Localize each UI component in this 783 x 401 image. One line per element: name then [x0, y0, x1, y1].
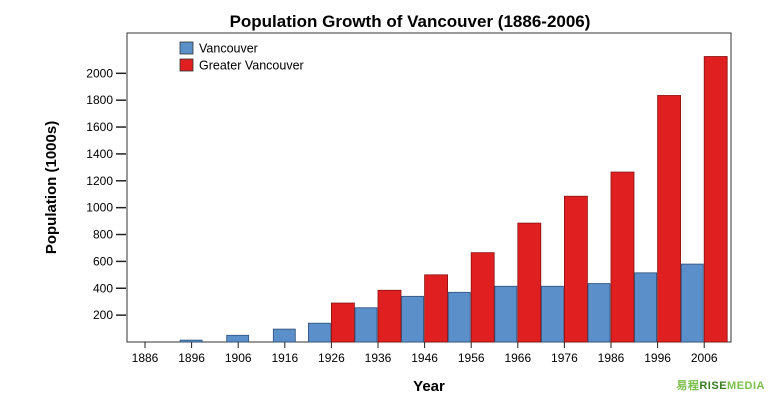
x-tick-label: 1926 — [318, 351, 345, 365]
x-tick-label: 1886 — [132, 351, 159, 365]
bar-vancouver-1976 — [541, 285, 564, 343]
y-tick-label: 1400 — [86, 147, 113, 161]
y-tick-label: 1000 — [86, 201, 113, 215]
legend-label: Vancouver — [199, 42, 258, 56]
chart-title: Population Growth of Vancouver (1886-200… — [230, 12, 591, 31]
bar-vancouver-1946 — [401, 295, 425, 343]
bar-greater-vancouver-1946 — [424, 274, 449, 343]
legend-swatch — [179, 41, 194, 55]
x-tick-label: 2006 — [691, 351, 718, 365]
y-axis-label: Population (1000s) — [43, 121, 60, 254]
x-tick-label: 1986 — [598, 351, 625, 365]
bar-greater-vancouver-1996 — [657, 95, 681, 343]
watermark-media: MEDIA — [727, 380, 765, 392]
bar-vancouver-1956 — [447, 291, 471, 343]
bar-greater-vancouver-1986 — [610, 171, 635, 343]
bar-vancouver-1966 — [494, 285, 518, 343]
y-tick-label: 600 — [93, 254, 113, 268]
bar-vancouver-1896 — [179, 339, 203, 343]
bars — [179, 56, 728, 343]
bar-greater-vancouver-1966 — [517, 222, 542, 343]
bar-greater-vancouver-1936 — [377, 289, 402, 343]
bar-greater-vancouver-1926 — [330, 302, 355, 343]
x-tick-label: 1946 — [411, 351, 438, 365]
bar-vancouver-2006 — [680, 263, 704, 343]
y-tick-label: 400 — [93, 281, 113, 295]
x-axis: 1886 1896 1906 1916 1926 1936 1946 1956 1966 1976… — [132, 342, 718, 365]
bar-greater-vancouver-1956 — [470, 252, 495, 343]
legend: Vancouver Greater Vancouver — [179, 41, 304, 73]
x-tick-label: 1936 — [365, 351, 392, 365]
x-tick-label: 1916 — [271, 351, 298, 365]
x-tick-label: 1996 — [644, 351, 671, 365]
y-tick-label: 1600 — [86, 120, 113, 134]
legend-label: Greater Vancouver — [199, 59, 304, 73]
y-tick-label: 1800 — [86, 93, 113, 107]
x-tick-label: 1956 — [458, 351, 485, 365]
watermark-prefix: 易程 — [676, 380, 700, 392]
bar-greater-vancouver-2006 — [703, 56, 728, 343]
legend-swatch — [179, 58, 194, 72]
bar-vancouver-1936 — [354, 307, 378, 343]
y-tick-label: 200 — [93, 308, 113, 322]
bar-greater-vancouver-1976 — [564, 195, 588, 343]
bar-vancouver-1906 — [226, 334, 250, 343]
x-tick-label: 1906 — [225, 351, 252, 365]
bar-vancouver-1996 — [634, 272, 657, 343]
bar-vancouver-1986 — [587, 283, 611, 343]
bar-vancouver-1916 — [272, 328, 296, 343]
y-tick-label: 800 — [93, 228, 113, 242]
x-tick-label: 1896 — [178, 351, 205, 365]
watermark-rise: RISE — [699, 380, 728, 392]
x-axis-label: Year — [413, 378, 445, 395]
bar-vancouver-1926 — [307, 322, 331, 343]
y-axis: 200 400 600 800 1000 1200 1400 1600 1800 2000 — [86, 66, 126, 322]
x-tick-label: 1976 — [551, 351, 578, 365]
x-tick-label: 1966 — [504, 351, 531, 365]
y-tick-label: 1200 — [86, 174, 113, 188]
y-tick-label: 2000 — [86, 66, 113, 80]
watermark: 易程RISEMEDIA — [676, 377, 765, 393]
